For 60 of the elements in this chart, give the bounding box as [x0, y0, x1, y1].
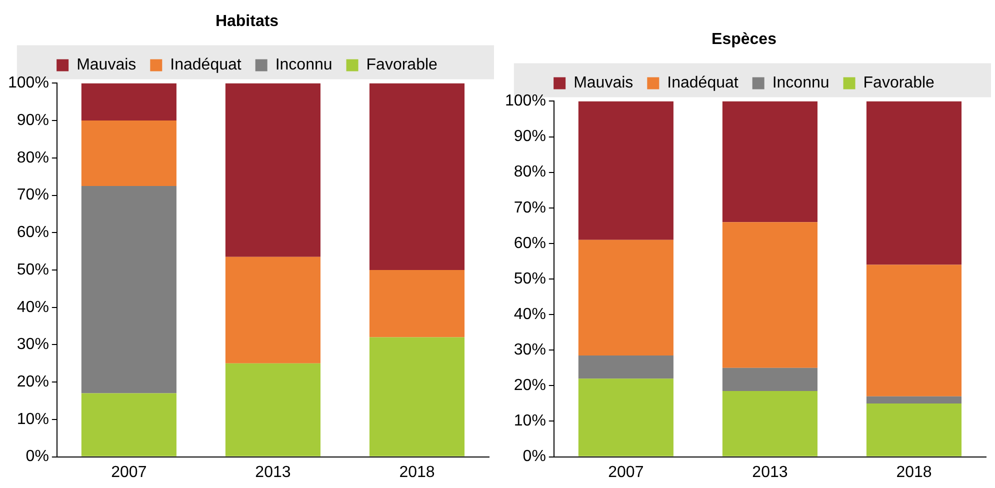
legend-label: Mauvais [76, 56, 136, 74]
legend-label: Inadéquat [667, 74, 739, 92]
y-tick-label: 70% [514, 199, 546, 216]
bar [722, 222, 818, 368]
legend-label: Inadéquat [170, 56, 242, 74]
y-tick-label: 0% [26, 448, 49, 466]
bar [81, 120, 176, 186]
y-tick-label: 60% [16, 224, 49, 242]
bar [866, 403, 962, 456]
bar [722, 101, 818, 222]
bar [722, 368, 818, 392]
bar [866, 396, 962, 404]
y-tick-label: 80% [514, 164, 546, 181]
x-tick-label: 2018 [399, 464, 435, 481]
bar [578, 378, 674, 456]
bar [225, 256, 320, 364]
bar [369, 337, 465, 456]
x-tick-label: 2013 [255, 464, 291, 481]
bar [225, 83, 320, 257]
y-tick-label: 80% [16, 149, 49, 166]
legend-label: Mauvais [574, 74, 634, 92]
y-tick-label: 70% [16, 186, 49, 204]
bar [578, 101, 674, 240]
bar [81, 186, 176, 394]
chart-title: Espèces [712, 31, 777, 48]
y-tick-label: 100% [8, 74, 49, 92]
legend-label: Favorable [863, 74, 935, 92]
bar [578, 355, 674, 379]
bar [866, 101, 962, 265]
x-tick-label: 2007 [111, 464, 147, 481]
y-tick-label: 20% [16, 373, 49, 390]
bar [81, 83, 176, 121]
bar [866, 264, 962, 396]
y-tick-label: 20% [514, 377, 546, 394]
legend-label: Inconnu [275, 56, 332, 74]
y-tick-label: 60% [514, 234, 546, 252]
y-tick-label: 90% [514, 128, 546, 146]
y-tick-label: 0% [522, 448, 546, 466]
bar [225, 363, 320, 456]
legend-label: Inconnu [772, 74, 830, 92]
y-tick-label: 30% [514, 342, 546, 359]
bar [369, 83, 465, 270]
y-tick-label: 40% [514, 306, 546, 323]
y-tick-label: 10% [514, 412, 546, 430]
bar [81, 393, 176, 456]
bar [369, 270, 465, 338]
y-tick-label: 30% [16, 336, 49, 354]
y-tick-label: 50% [16, 261, 49, 278]
y-tick-label: 10% [16, 410, 49, 428]
bar [578, 240, 674, 356]
y-tick-label: 50% [514, 270, 546, 288]
x-tick-label: 2018 [896, 464, 932, 481]
x-tick-label: 2013 [752, 464, 788, 481]
bar [722, 391, 818, 456]
x-tick-label: 2007 [608, 464, 644, 481]
y-tick-label: 40% [16, 298, 49, 316]
y-tick-label: 90% [16, 112, 49, 129]
chart-title: Habitats [215, 13, 279, 30]
legend-label: Favorable [366, 56, 438, 74]
y-tick-label: 100% [505, 92, 546, 110]
